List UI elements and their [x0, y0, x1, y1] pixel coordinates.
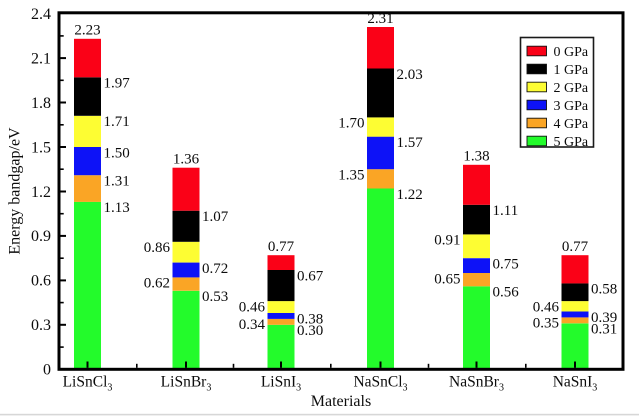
svg-text:1.50: 1.50 — [104, 145, 130, 161]
svg-text:0.77: 0.77 — [268, 239, 295, 255]
svg-text:5 GPa: 5 GPa — [554, 135, 589, 150]
svg-text:1.38: 1.38 — [463, 149, 489, 165]
svg-text:1.5: 1.5 — [31, 139, 51, 156]
svg-text:0.77: 0.77 — [562, 239, 589, 255]
svg-text:0.53: 0.53 — [202, 289, 228, 305]
svg-text:NaSnCl3: NaSnCl3 — [353, 373, 407, 393]
svg-text:Energy bandgap/eV: Energy bandgap/eV — [7, 127, 24, 255]
svg-text:0.9: 0.9 — [31, 228, 51, 245]
svg-text:LiSnI3: LiSnI3 — [261, 373, 301, 393]
svg-text:0 GPa: 0 GPa — [554, 45, 589, 60]
svg-text:0.46: 0.46 — [239, 299, 266, 315]
svg-text:1.2: 1.2 — [31, 184, 51, 201]
svg-text:0.65: 0.65 — [434, 271, 460, 287]
svg-text:0.6: 0.6 — [31, 273, 51, 290]
svg-text:4 GPa: 4 GPa — [554, 117, 589, 132]
svg-text:NaSnI3: NaSnI3 — [553, 373, 598, 393]
svg-text:0.35: 0.35 — [533, 316, 559, 332]
svg-text:3 GPa: 3 GPa — [554, 99, 589, 114]
svg-text:0.39: 0.39 — [591, 310, 617, 326]
svg-text:1.11: 1.11 — [493, 203, 519, 219]
svg-text:2.4: 2.4 — [31, 6, 51, 23]
svg-text:LiSnCl3: LiSnCl3 — [63, 373, 113, 393]
svg-text:2 GPa: 2 GPa — [554, 81, 589, 96]
svg-text:2.1: 2.1 — [31, 50, 51, 67]
svg-text:0.86: 0.86 — [144, 240, 171, 256]
svg-text:LiSnBr3: LiSnBr3 — [161, 373, 212, 393]
svg-text:1.22: 1.22 — [397, 187, 423, 203]
svg-text:1.8: 1.8 — [31, 95, 51, 112]
svg-text:NaSnBr3: NaSnBr3 — [449, 373, 504, 393]
svg-text:1 GPa: 1 GPa — [554, 63, 589, 78]
svg-text:0.75: 0.75 — [493, 257, 519, 273]
svg-text:0.58: 0.58 — [591, 282, 617, 298]
svg-text:0.72: 0.72 — [202, 261, 228, 277]
svg-text:0.30: 0.30 — [297, 323, 323, 339]
svg-text:0.34: 0.34 — [239, 317, 266, 333]
svg-text:1.70: 1.70 — [338, 116, 364, 132]
svg-text:1.07: 1.07 — [202, 209, 229, 225]
svg-text:2.03: 2.03 — [397, 67, 423, 83]
svg-text:Materials: Materials — [311, 393, 371, 410]
svg-text:0: 0 — [43, 362, 51, 379]
svg-text:0.62: 0.62 — [144, 276, 170, 292]
svg-text:0.3: 0.3 — [31, 317, 51, 334]
svg-text:1.97: 1.97 — [104, 76, 131, 92]
svg-text:0.38: 0.38 — [297, 311, 323, 327]
svg-text:0.67: 0.67 — [297, 268, 324, 284]
svg-text:2.23: 2.23 — [74, 23, 100, 39]
svg-text:2.31: 2.31 — [367, 11, 393, 27]
svg-text:1.57: 1.57 — [397, 135, 424, 151]
svg-text:1.71: 1.71 — [104, 114, 130, 130]
svg-text:1.36: 1.36 — [173, 152, 200, 168]
svg-text:0.46: 0.46 — [533, 299, 560, 315]
svg-text:1.35: 1.35 — [338, 168, 364, 184]
svg-text:0.31: 0.31 — [591, 322, 617, 338]
svg-text:1.31: 1.31 — [104, 174, 130, 190]
svg-text:0.91: 0.91 — [434, 233, 460, 249]
svg-text:0.56: 0.56 — [493, 285, 520, 301]
svg-text:1.13: 1.13 — [104, 200, 130, 216]
